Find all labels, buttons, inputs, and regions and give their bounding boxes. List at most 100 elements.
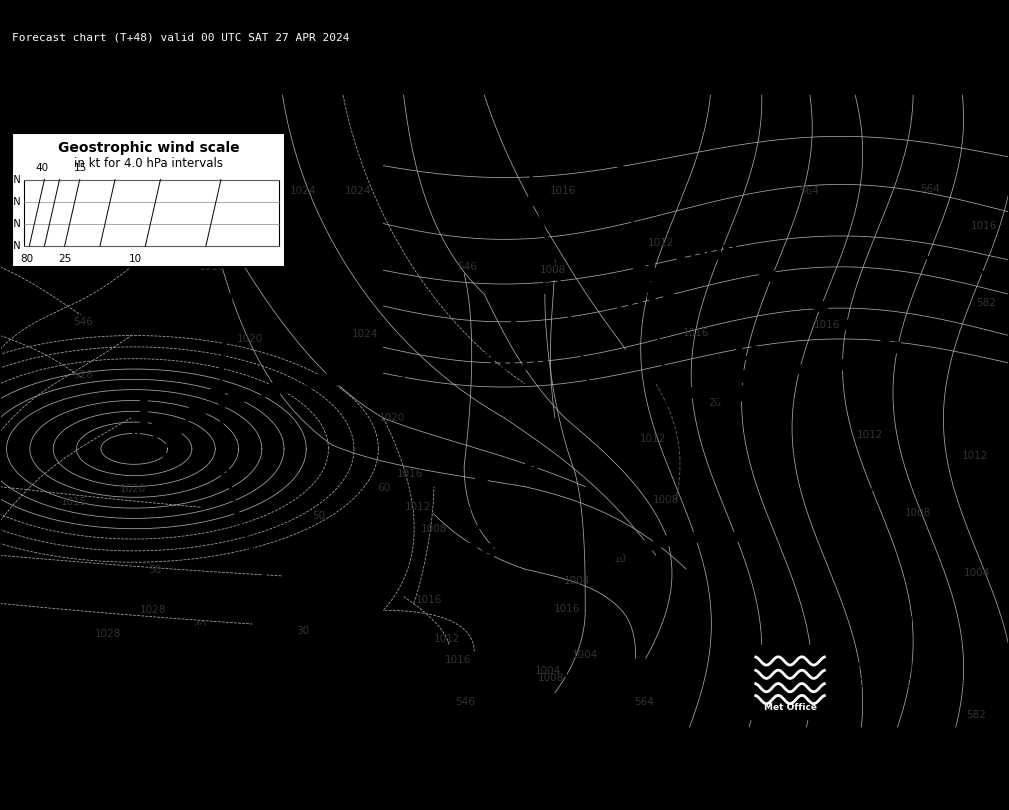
Polygon shape — [648, 315, 660, 327]
Text: 999: 999 — [865, 610, 915, 634]
Text: in kt for 4.0 hPa intervals: in kt for 4.0 hPa intervals — [74, 156, 223, 169]
Text: 1012: 1012 — [405, 502, 431, 512]
Text: 40: 40 — [35, 163, 49, 173]
Text: 564: 564 — [799, 186, 819, 196]
Text: 994: 994 — [116, 437, 181, 467]
Text: L: L — [507, 316, 527, 344]
Text: 1016: 1016 — [554, 604, 580, 614]
Text: 1024: 1024 — [352, 329, 378, 339]
Polygon shape — [215, 301, 233, 311]
Text: 60N: 60N — [2, 197, 21, 207]
Polygon shape — [307, 374, 339, 385]
Text: 546: 546 — [455, 697, 475, 706]
Polygon shape — [543, 271, 568, 282]
Bar — [24, 180, 279, 246]
Polygon shape — [531, 641, 541, 653]
Polygon shape — [224, 258, 240, 270]
Polygon shape — [755, 268, 777, 281]
Text: 1012: 1012 — [962, 450, 988, 461]
Text: 1017: 1017 — [608, 292, 679, 317]
Text: 1016: 1016 — [814, 320, 840, 330]
Polygon shape — [803, 300, 827, 310]
Polygon shape — [240, 177, 252, 189]
Polygon shape — [728, 531, 755, 540]
Text: L: L — [880, 574, 900, 603]
Text: 564: 564 — [920, 184, 940, 194]
Text: 30: 30 — [296, 626, 310, 636]
Text: 1004: 1004 — [564, 576, 590, 586]
Text: 1016: 1016 — [199, 262, 225, 272]
Polygon shape — [628, 541, 654, 550]
Polygon shape — [763, 366, 791, 375]
Polygon shape — [631, 240, 645, 251]
Text: 1016: 1016 — [550, 186, 576, 196]
Text: 10: 10 — [613, 554, 628, 564]
Polygon shape — [498, 601, 510, 612]
Polygon shape — [571, 674, 581, 686]
Polygon shape — [477, 669, 495, 679]
Polygon shape — [842, 320, 851, 331]
Text: 546: 546 — [73, 317, 93, 326]
Polygon shape — [468, 537, 481, 548]
Text: 1024: 1024 — [290, 186, 316, 196]
Text: 1020: 1020 — [378, 413, 405, 423]
Polygon shape — [577, 364, 587, 375]
Text: 1028: 1028 — [95, 629, 121, 639]
Polygon shape — [300, 610, 310, 622]
Polygon shape — [703, 531, 730, 540]
Text: 1020: 1020 — [120, 484, 146, 494]
Polygon shape — [610, 160, 626, 170]
Polygon shape — [678, 533, 704, 542]
Polygon shape — [654, 351, 665, 362]
Polygon shape — [640, 279, 653, 290]
Text: 546: 546 — [457, 262, 477, 272]
Polygon shape — [525, 194, 549, 208]
Text: 1004: 1004 — [964, 568, 990, 578]
Polygon shape — [621, 199, 635, 210]
Polygon shape — [520, 156, 534, 167]
Polygon shape — [207, 389, 226, 396]
Text: L: L — [602, 534, 623, 563]
Text: L: L — [696, 207, 716, 236]
Polygon shape — [232, 217, 246, 229]
Polygon shape — [219, 471, 235, 483]
Polygon shape — [594, 689, 603, 701]
Text: 1016: 1016 — [416, 595, 442, 605]
Text: 1009: 1009 — [673, 242, 740, 266]
Text: Forecast chart (T+48) valid 00 UTC SAT 27 APR 2024: Forecast chart (T+48) valid 00 UTC SAT 2… — [12, 32, 349, 42]
Text: Geostrophic wind scale: Geostrophic wind scale — [58, 141, 239, 155]
Polygon shape — [861, 327, 885, 335]
Polygon shape — [477, 559, 489, 571]
Polygon shape — [798, 361, 826, 371]
Polygon shape — [660, 385, 670, 397]
Text: 998: 998 — [446, 542, 496, 566]
Text: 1008: 1008 — [540, 266, 566, 275]
Polygon shape — [523, 677, 542, 686]
Text: L: L — [461, 506, 481, 535]
Polygon shape — [266, 381, 299, 392]
Text: metoffice.gov.uk
© Crown Copyright: metoffice.gov.uk © Crown Copyright — [842, 659, 963, 690]
Text: 1029: 1029 — [156, 624, 227, 648]
Text: 1015: 1015 — [61, 497, 87, 507]
Polygon shape — [576, 385, 602, 395]
Polygon shape — [211, 431, 229, 440]
Polygon shape — [208, 345, 227, 352]
Polygon shape — [562, 330, 588, 340]
Text: 1012: 1012 — [648, 238, 674, 248]
Text: 1012: 1012 — [857, 430, 883, 440]
Text: Met Office: Met Office — [764, 703, 816, 712]
Text: L: L — [135, 399, 161, 441]
Polygon shape — [250, 547, 261, 560]
Polygon shape — [561, 305, 571, 318]
Text: 998: 998 — [587, 569, 638, 594]
Polygon shape — [429, 659, 445, 670]
Text: 50: 50 — [147, 565, 161, 575]
Polygon shape — [233, 509, 247, 522]
Text: 40: 40 — [193, 621, 207, 631]
Polygon shape — [541, 238, 551, 249]
Text: 1008: 1008 — [538, 672, 564, 683]
Polygon shape — [653, 536, 679, 545]
Text: 1007: 1007 — [471, 463, 542, 486]
Polygon shape — [335, 629, 345, 642]
Polygon shape — [150, 420, 182, 433]
